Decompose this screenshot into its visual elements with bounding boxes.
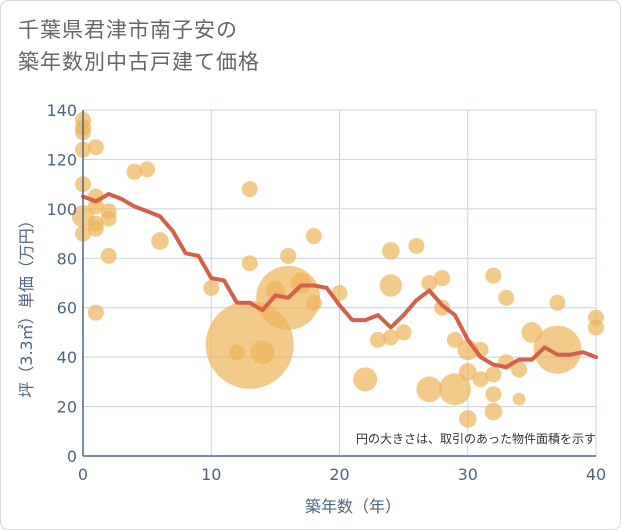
bubble-point <box>588 319 604 336</box>
y-tick-label: 40 <box>57 348 77 367</box>
bubble-point <box>250 340 275 365</box>
x-axis-title: 築年数（年） <box>305 497 401 516</box>
bubble-point <box>434 270 451 287</box>
bubble-point <box>533 325 582 374</box>
bubble-point <box>241 181 258 198</box>
bubble-point <box>369 331 386 348</box>
size-note: 円の大きさは、取引のあった物件面積を示す <box>356 431 596 446</box>
bubble-point <box>485 366 502 383</box>
bubble-point <box>438 373 471 406</box>
bubble-point <box>87 304 104 321</box>
bubble-point <box>241 255 258 272</box>
bubble-point <box>100 210 117 227</box>
x-tick-label: 30 <box>458 465 478 484</box>
bubble-point <box>549 294 566 311</box>
bubble-point <box>472 371 489 388</box>
bubble-point <box>485 386 502 403</box>
bubble-point <box>416 376 443 403</box>
y-tick-label: 120 <box>46 150 77 169</box>
bubble-point <box>421 275 438 291</box>
bubble-point <box>484 402 503 421</box>
title-line-1: 千葉県君津市南子安の <box>18 18 238 42</box>
tick-labels: 0 10 20 30 40 0 20 40 60 80 100 120 140 <box>46 101 606 484</box>
title-line-2: 築年数別中古戸建て価格 <box>18 50 260 74</box>
bubble-point <box>382 242 400 260</box>
bubble-point <box>446 331 463 348</box>
bubble-series <box>71 111 604 428</box>
bubble-point <box>305 228 322 245</box>
bubble-point <box>379 274 402 297</box>
axes <box>82 110 596 457</box>
y-tick-label: 60 <box>57 299 77 318</box>
trend-line <box>81 192 598 369</box>
y-tick-label: 100 <box>46 200 77 219</box>
bubble-point <box>458 363 477 381</box>
x-tick-label: 10 <box>201 465 221 484</box>
bubble-point <box>139 161 156 178</box>
y-tick-label: 20 <box>57 398 77 417</box>
bubble-point <box>458 410 477 428</box>
grid-lines <box>83 109 597 456</box>
bubble-point <box>511 361 528 378</box>
y-tick-label: 140 <box>46 101 77 120</box>
bubble-point <box>382 329 399 346</box>
bubble-point <box>408 237 425 254</box>
y-tick-label: 80 <box>57 249 77 268</box>
bubble-point <box>87 198 104 215</box>
y-axis-title: 坪（3.3㎡）単価（万円） <box>17 212 36 397</box>
bubble-point <box>280 247 297 264</box>
bubble-point <box>203 279 220 296</box>
bubble-point <box>512 392 526 406</box>
chart-title: 千葉県君津市南子安の 築年数別中古戸建て価格 <box>18 14 260 78</box>
bubble-point <box>151 232 169 250</box>
bubble-point <box>498 289 515 306</box>
bubble-point <box>395 324 412 341</box>
x-tick-label: 20 <box>329 465 349 484</box>
bubble-point <box>87 220 104 237</box>
x-tick-label: 40 <box>586 465 606 484</box>
bubble-point <box>100 247 117 264</box>
y-tick-label: 0 <box>67 447 77 466</box>
bubble-point <box>485 267 502 284</box>
bubble-point <box>353 367 378 392</box>
bubble-point <box>87 139 104 156</box>
x-tick-label: 0 <box>78 465 88 484</box>
bubble-point <box>126 163 143 180</box>
bubble-point <box>305 294 322 311</box>
